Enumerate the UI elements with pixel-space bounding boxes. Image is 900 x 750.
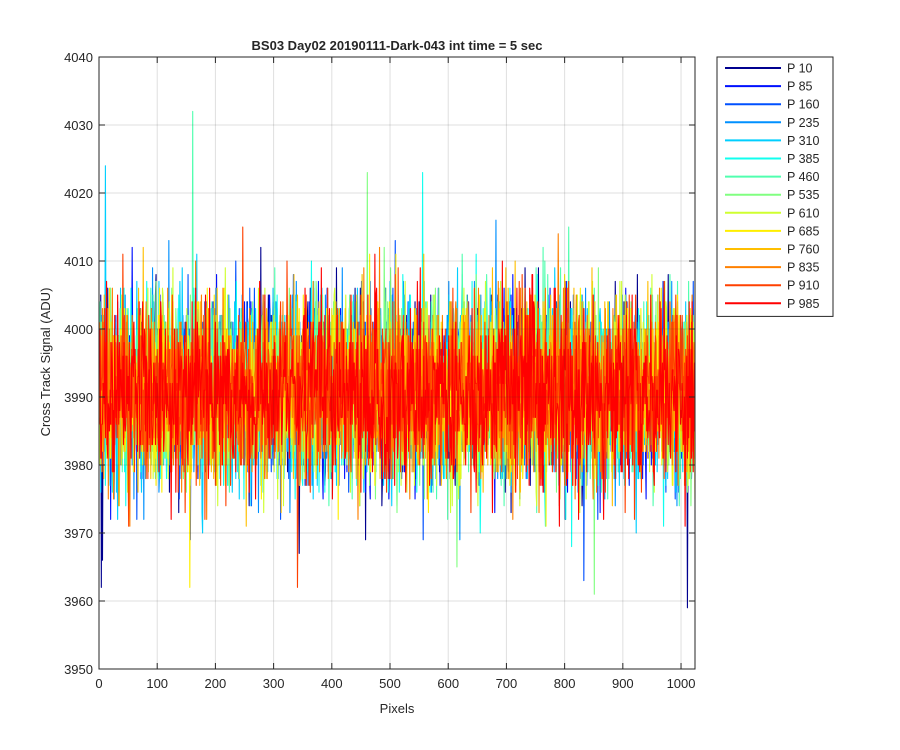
x-tick-label: 800 — [554, 676, 576, 691]
series-line-p985 — [99, 253, 695, 527]
y-tick-label: 3970 — [64, 526, 93, 541]
legend-entry-label: P 685 — [787, 224, 819, 238]
y-tick-label: 3990 — [64, 390, 93, 405]
x-tick-label: 100 — [146, 676, 168, 691]
y-tick-label: 3950 — [64, 662, 93, 677]
x-tick-label: 0 — [95, 676, 102, 691]
legend-entry-label: P 460 — [787, 170, 819, 184]
x-tick-label: 1000 — [667, 676, 696, 691]
y-tick-label: 4020 — [64, 186, 93, 201]
legend-entry-label: P 610 — [787, 206, 819, 220]
x-tick-label: 400 — [321, 676, 343, 691]
y-tick-label: 4040 — [64, 50, 93, 65]
y-axis-label: Cross Track Signal (ADU) — [38, 288, 53, 437]
legend-entry-label: P 985 — [787, 297, 819, 311]
y-tick-label: 3960 — [64, 594, 93, 609]
axes-box — [98, 56, 696, 670]
y-tick-label: 4010 — [64, 254, 93, 269]
legend-entry-label: P 835 — [787, 261, 819, 275]
legend-box — [716, 56, 834, 317]
data-lines — [99, 110, 695, 609]
legend-entry-label: P 160 — [787, 98, 819, 112]
chart-title: BS03 Day02 20190111-Dark-043 int time = … — [252, 38, 543, 53]
x-tick-label: 300 — [263, 676, 285, 691]
x-tick-label: 200 — [205, 676, 227, 691]
legend-entry-label: P 535 — [787, 188, 819, 202]
x-tick-label: 700 — [496, 676, 518, 691]
y-tick-label: 4030 — [64, 118, 93, 133]
x-tick-label: 600 — [437, 676, 459, 691]
y-tick-label: 3980 — [64, 458, 93, 473]
legend-entry-label: P 85 — [787, 80, 813, 94]
legend-entry-label: P 910 — [787, 279, 819, 293]
legend-entry-label: P 760 — [787, 243, 819, 257]
legend-entry-label: P 235 — [787, 116, 819, 130]
legend-entry-label: P 10 — [787, 62, 813, 76]
legend: P 10 P 85 P 160 P 235 P 310 P 385 P 460 P 535 P … — [716, 56, 834, 317]
x-tick-label: 500 — [379, 676, 401, 691]
legend-entry-label: P 310 — [787, 134, 819, 148]
plot-area: 0 100 200 300 400 500 600 700 800 900 1000 3950 3960… — [64, 50, 696, 691]
y-tick-label: 4000 — [64, 322, 93, 337]
x-axis-label: Pixels — [380, 701, 415, 716]
x-tick-label: 900 — [612, 676, 634, 691]
legend-entry-label: P 385 — [787, 152, 819, 166]
